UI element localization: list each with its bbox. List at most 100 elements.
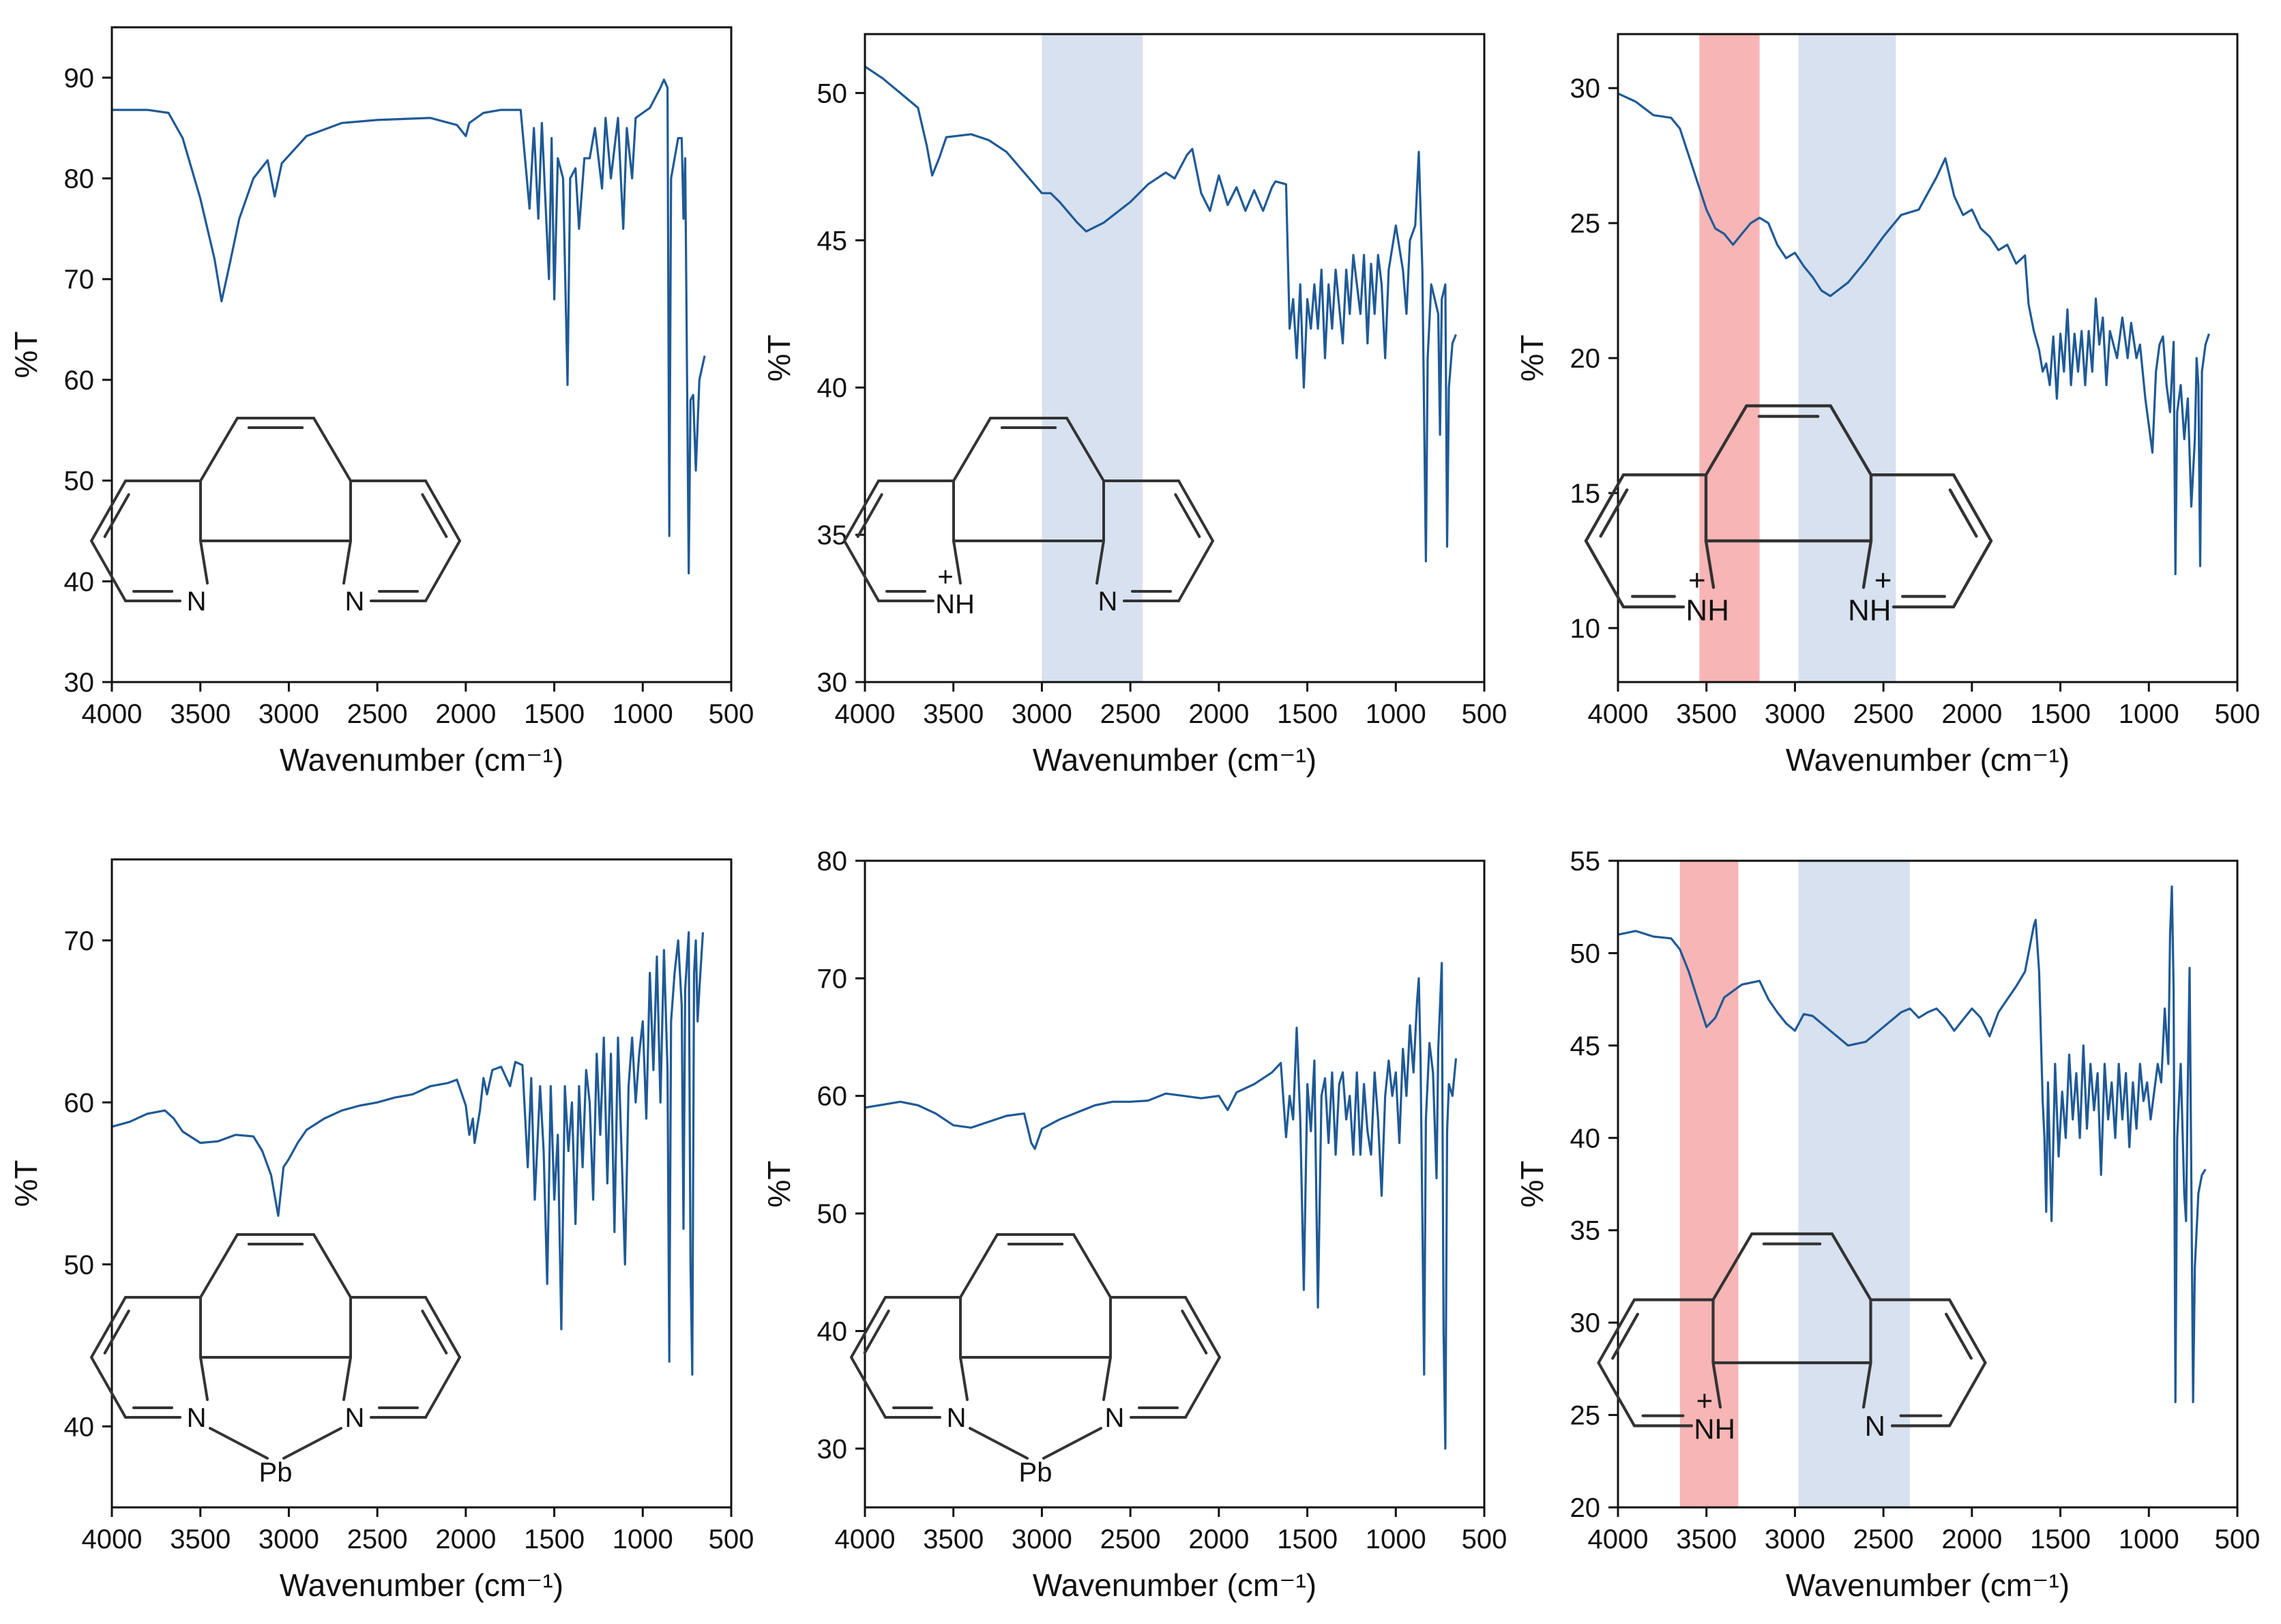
y-tick-label: 70 [817, 964, 848, 994]
x-tick-label: 3500 [1676, 699, 1737, 729]
panel-pb-phen-a: 4000 3500 3000 2500 2000 1500 1000 500 40 50 60 70 W… [8, 858, 754, 1603]
bond [1947, 1361, 1987, 1428]
bond [1952, 539, 1993, 609]
bond-inner [1944, 1312, 1973, 1360]
y-tick-label: 10 [1570, 614, 1601, 644]
x-tick-label: 1000 [2119, 1524, 2179, 1554]
bond [424, 540, 461, 602]
x-tick-label: 2500 [347, 1524, 408, 1554]
y-tick-label: 30 [817, 1434, 848, 1464]
bond-inner [1181, 1310, 1208, 1355]
y-tick-label: 50 [817, 1199, 848, 1229]
x-tick-label: 2500 [1853, 1524, 1914, 1554]
x-tick-label: 2000 [1188, 1524, 1249, 1554]
band-blue [1798, 861, 1911, 1507]
spectrum-line [864, 962, 1458, 1450]
bond [312, 1233, 352, 1299]
bond-inner [421, 493, 448, 538]
x-tick-label: 500 [1462, 699, 1507, 729]
molecule-structure: NH N + [1597, 1232, 1987, 1445]
panel-phen: 4000 3500 3000 2500 2000 1500 1000 500 30 40 50 60 7… [8, 26, 754, 778]
y-axis-title: %T [8, 331, 44, 379]
structure-atom-label: N [1105, 1403, 1125, 1433]
structure-atom-label: N [1865, 1410, 1885, 1442]
band-red [1679, 861, 1739, 1507]
bond [1102, 1356, 1112, 1401]
x-axis-title: Wavenumber (cm⁻¹) [1786, 1567, 2070, 1603]
bond [90, 1356, 127, 1419]
bond [199, 417, 239, 482]
x-tick-label: 1000 [1366, 699, 1426, 729]
bond [1065, 417, 1105, 482]
x-tick-label: 2500 [1853, 699, 1914, 729]
y-tick-label: 40 [817, 1316, 848, 1346]
bond [959, 1356, 969, 1401]
bond [199, 540, 209, 585]
y-tick-label: 30 [1570, 1308, 1601, 1338]
x-tick-label: 3500 [170, 1524, 231, 1554]
x-tick-label: 4000 [82, 1524, 143, 1554]
plot-frame [864, 859, 1486, 1509]
bond [199, 1356, 209, 1401]
x-tick-label: 2000 [435, 699, 496, 729]
structure-atom-label: N [345, 1403, 365, 1433]
structure-atom-label: + [937, 562, 953, 592]
bond [1072, 1233, 1112, 1299]
y-axis-title: %T [1514, 335, 1550, 382]
bond [850, 1296, 887, 1359]
y-tick-label: 40 [1570, 1123, 1601, 1153]
x-tick-label: 3500 [1676, 1524, 1737, 1554]
y-tick-label: 30 [64, 668, 95, 698]
y-tick-label: 40 [64, 1412, 95, 1442]
bond [1704, 404, 1748, 477]
y-axis-title: %T [8, 1160, 44, 1207]
x-tick-label: 4000 [82, 699, 143, 729]
band-blue [1798, 34, 1896, 682]
bond [850, 1356, 887, 1419]
structure-atom-label: Pb [1019, 1458, 1053, 1488]
bond [282, 1427, 342, 1460]
structure-atom-label: N [947, 1403, 967, 1433]
y-tick-label: 20 [1570, 1493, 1601, 1523]
x-tick-label: 3500 [923, 699, 984, 729]
molecule-structure: N N Pb [90, 1233, 461, 1488]
x-tick-label: 2000 [1941, 699, 2002, 729]
structure-atom-label: NH [935, 589, 975, 619]
x-tick-label: 500 [709, 699, 754, 729]
structure-atom-label: N [345, 587, 365, 617]
bond [342, 1356, 352, 1401]
x-tick-label: 4000 [835, 699, 896, 729]
x-tick-label: 4000 [1588, 699, 1649, 729]
bond [952, 417, 992, 482]
plot-frame [1617, 859, 2239, 1509]
x-tick-label: 2000 [435, 1524, 496, 1554]
bond [1829, 404, 1873, 477]
y-tick-label: 50 [64, 467, 95, 497]
spectrum-line [112, 78, 706, 575]
x-axis-title: Wavenumber (cm⁻¹) [1033, 742, 1316, 778]
plot-frame [111, 26, 733, 683]
bond [1042, 1427, 1102, 1460]
y-tick-label: 50 [1570, 939, 1601, 969]
y-tick-label: 35 [817, 520, 848, 550]
x-tick-label: 2000 [1941, 1524, 2002, 1554]
structure-atom-label: N [1098, 587, 1118, 617]
x-tick-label: 3000 [1765, 699, 1825, 729]
x-axis-title: Wavenumber (cm⁻¹) [1033, 1567, 1316, 1603]
x-tick-label: 1000 [2119, 699, 2179, 729]
x-tick-label: 3000 [1012, 699, 1072, 729]
x-tick-label: 4000 [1588, 1524, 1649, 1554]
x-tick-label: 1500 [1277, 1524, 1338, 1554]
bond [1597, 1361, 1636, 1428]
structure-atom-label: + [1688, 564, 1706, 597]
bond-inner [103, 1310, 130, 1355]
plot-frame [864, 33, 1486, 683]
y-tick-label: 20 [1570, 344, 1601, 374]
y-tick-label: 15 [1570, 479, 1601, 509]
y-tick-label: 90 [64, 63, 95, 93]
x-tick-label: 1500 [2030, 1524, 2091, 1554]
band-blue [1042, 34, 1143, 682]
bond [1184, 1356, 1221, 1419]
bond-inner [103, 493, 130, 538]
bond [1711, 1232, 1754, 1301]
